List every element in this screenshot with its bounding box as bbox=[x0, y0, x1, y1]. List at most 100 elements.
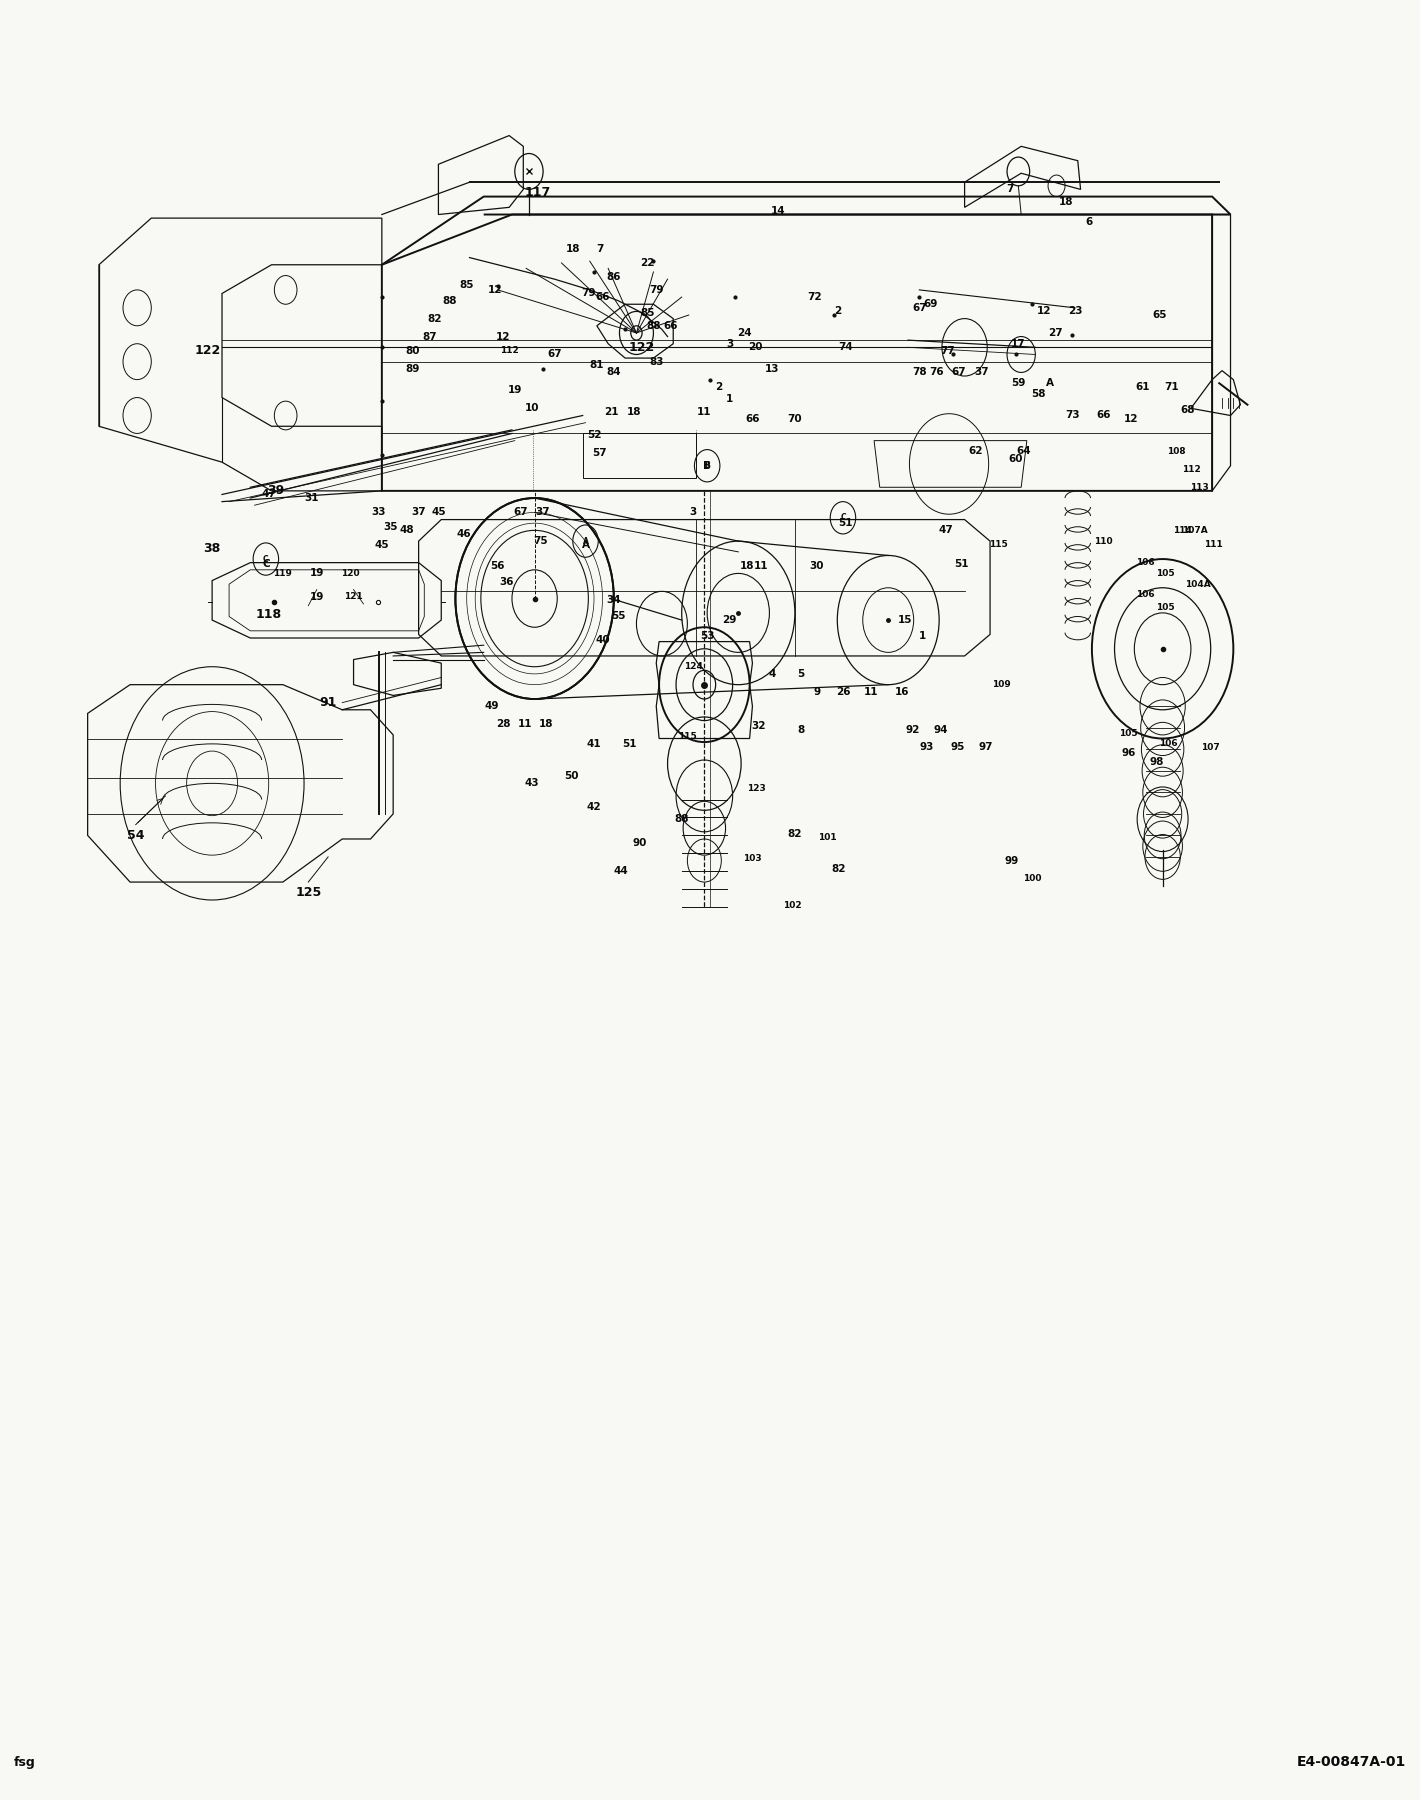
Text: 66: 66 bbox=[1096, 410, 1110, 421]
Text: 122: 122 bbox=[629, 340, 655, 355]
Text: 8: 8 bbox=[797, 725, 804, 734]
Text: 102: 102 bbox=[782, 900, 801, 909]
Text: B: B bbox=[704, 461, 710, 470]
Text: 18: 18 bbox=[1059, 196, 1074, 207]
Text: 54: 54 bbox=[126, 828, 145, 842]
Text: 110: 110 bbox=[1093, 536, 1112, 545]
Text: 10: 10 bbox=[524, 403, 540, 414]
Text: 97: 97 bbox=[978, 742, 993, 752]
Text: 67: 67 bbox=[951, 367, 966, 378]
Text: 88: 88 bbox=[646, 320, 660, 331]
Text: 38: 38 bbox=[203, 542, 220, 554]
Text: 12: 12 bbox=[1125, 414, 1139, 425]
Text: 11: 11 bbox=[754, 562, 768, 571]
Text: 24: 24 bbox=[737, 328, 751, 338]
Text: 1: 1 bbox=[726, 394, 733, 405]
Text: 111: 111 bbox=[1204, 540, 1223, 549]
Text: 108: 108 bbox=[1167, 446, 1186, 455]
Text: 3: 3 bbox=[726, 338, 733, 349]
Text: 84: 84 bbox=[606, 367, 621, 378]
Text: 78: 78 bbox=[912, 367, 927, 378]
Text: 91: 91 bbox=[320, 697, 337, 709]
Text: 67: 67 bbox=[547, 349, 562, 360]
Text: 105: 105 bbox=[1156, 603, 1174, 612]
Text: 75: 75 bbox=[532, 536, 548, 545]
Text: 88: 88 bbox=[443, 295, 457, 306]
Text: 60: 60 bbox=[1008, 454, 1022, 464]
Text: 99: 99 bbox=[1004, 855, 1018, 866]
Text: 69: 69 bbox=[923, 299, 937, 310]
Text: 85: 85 bbox=[460, 279, 474, 290]
Text: 16: 16 bbox=[895, 688, 910, 697]
Text: 90: 90 bbox=[632, 837, 646, 848]
Text: 98: 98 bbox=[1150, 756, 1164, 767]
Text: 106: 106 bbox=[1159, 740, 1177, 749]
Text: 106: 106 bbox=[1136, 558, 1154, 567]
Text: 81: 81 bbox=[589, 360, 604, 371]
Text: 93: 93 bbox=[919, 742, 933, 752]
Text: 1: 1 bbox=[919, 632, 926, 641]
Text: 121: 121 bbox=[344, 592, 364, 601]
Text: 2: 2 bbox=[834, 306, 841, 317]
Text: 17: 17 bbox=[1011, 338, 1025, 349]
Text: 52: 52 bbox=[586, 430, 601, 441]
Text: 19: 19 bbox=[310, 592, 324, 601]
Text: 2: 2 bbox=[714, 382, 723, 392]
Text: 79: 79 bbox=[581, 288, 595, 299]
Text: 23: 23 bbox=[1068, 306, 1082, 317]
Text: 82: 82 bbox=[427, 313, 442, 324]
Text: 80: 80 bbox=[406, 346, 420, 356]
Text: 21: 21 bbox=[604, 407, 618, 418]
Text: A: A bbox=[1045, 378, 1054, 389]
Text: 7: 7 bbox=[1007, 184, 1014, 194]
Text: 18: 18 bbox=[626, 407, 640, 418]
Text: 36: 36 bbox=[498, 578, 514, 587]
Text: 61: 61 bbox=[1136, 382, 1150, 392]
Text: 66: 66 bbox=[595, 292, 609, 302]
Text: 115: 115 bbox=[677, 733, 697, 742]
Text: 19: 19 bbox=[507, 385, 523, 396]
Text: 3: 3 bbox=[689, 508, 697, 517]
Text: 87: 87 bbox=[423, 331, 437, 342]
Text: 113: 113 bbox=[1190, 482, 1208, 491]
Text: E4-00847A-01: E4-00847A-01 bbox=[1296, 1755, 1406, 1769]
Text: 107: 107 bbox=[1201, 743, 1220, 752]
Text: 49: 49 bbox=[484, 702, 500, 711]
Text: 12: 12 bbox=[487, 284, 503, 295]
Text: 18: 18 bbox=[565, 243, 579, 254]
Text: 55: 55 bbox=[611, 612, 625, 621]
Text: 39: 39 bbox=[267, 484, 284, 497]
Text: 100: 100 bbox=[1024, 875, 1042, 884]
Text: 51: 51 bbox=[954, 560, 968, 569]
Text: 105: 105 bbox=[1119, 729, 1137, 738]
Text: 37: 37 bbox=[974, 367, 988, 378]
Text: 51: 51 bbox=[839, 518, 853, 527]
Text: 70: 70 bbox=[788, 414, 802, 425]
Text: 76: 76 bbox=[929, 367, 944, 378]
Text: 85: 85 bbox=[640, 308, 655, 319]
Text: 103: 103 bbox=[743, 855, 761, 864]
Text: 47: 47 bbox=[939, 526, 954, 535]
Text: 43: 43 bbox=[524, 778, 540, 788]
Text: 104A: 104A bbox=[1186, 580, 1211, 589]
Text: 67: 67 bbox=[513, 508, 528, 517]
Text: 115: 115 bbox=[990, 540, 1008, 549]
Text: 77: 77 bbox=[940, 346, 956, 356]
Text: 56: 56 bbox=[490, 562, 506, 571]
Text: 19: 19 bbox=[310, 569, 324, 578]
Text: 74: 74 bbox=[838, 342, 853, 353]
Text: 18: 18 bbox=[740, 562, 754, 571]
Text: 40: 40 bbox=[595, 635, 609, 644]
Text: 42: 42 bbox=[586, 801, 601, 812]
Text: 79: 79 bbox=[649, 284, 663, 295]
Text: 27: 27 bbox=[1048, 328, 1062, 338]
Text: 123: 123 bbox=[747, 785, 765, 794]
Text: 46: 46 bbox=[457, 529, 471, 538]
Text: 34: 34 bbox=[606, 596, 621, 605]
Text: 68: 68 bbox=[1181, 405, 1196, 416]
Text: 64: 64 bbox=[1017, 446, 1031, 457]
Text: 124: 124 bbox=[683, 662, 703, 671]
Text: 66: 66 bbox=[663, 320, 677, 331]
Text: C: C bbox=[841, 513, 846, 522]
Text: 118: 118 bbox=[256, 608, 281, 621]
